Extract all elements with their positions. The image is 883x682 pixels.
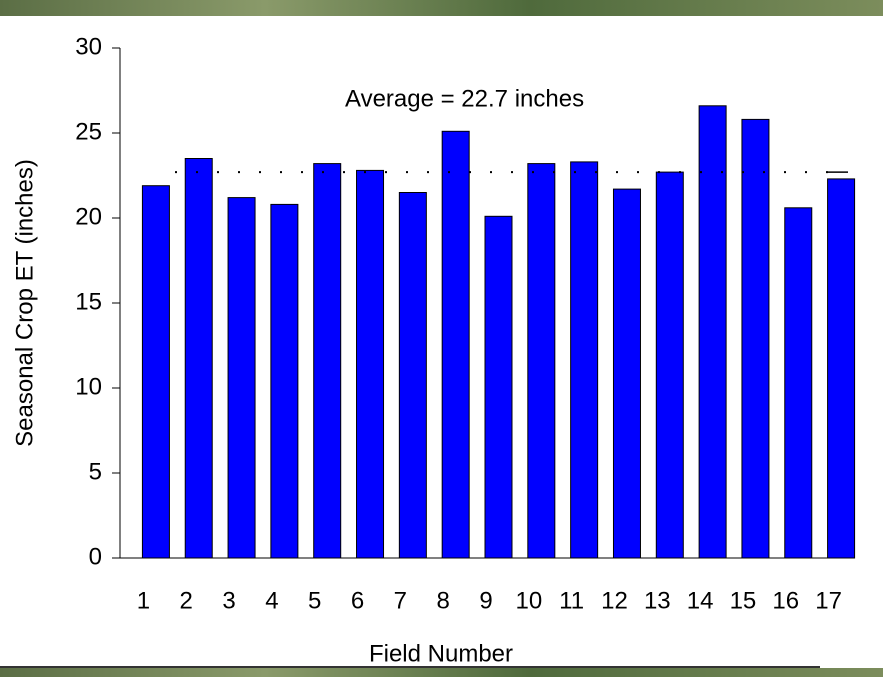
x-tick-label: 10 [515, 587, 542, 614]
bar [784, 207, 813, 559]
y-tick-label: 10 [75, 373, 102, 400]
bar [741, 118, 770, 559]
bar [441, 130, 470, 559]
y-tick-label: 15 [75, 288, 102, 315]
x-tick-label: 6 [351, 587, 364, 614]
x-tick-label: 2 [180, 587, 193, 614]
y-tick-label: 20 [75, 203, 102, 230]
x-tick-label: 1 [137, 587, 150, 614]
x-tick-label: 15 [730, 587, 757, 614]
y-tick-label: 25 [75, 118, 102, 145]
bar [612, 188, 641, 559]
x-tick-label: 14 [687, 587, 714, 614]
x-tick-label: 9 [479, 587, 492, 614]
bar [484, 215, 513, 559]
bar [698, 105, 727, 559]
bar [184, 158, 213, 559]
x-tick-label: 17 [815, 587, 842, 614]
x-tick-label: 8 [436, 587, 449, 614]
x-tick-label: 12 [601, 587, 628, 614]
bar [398, 192, 427, 559]
x-tick-label: 4 [265, 587, 278, 614]
y-axis-label: Seasonal Crop ET (inches) [11, 159, 38, 447]
x-tick-label: 11 [559, 587, 584, 614]
bar [570, 161, 599, 559]
banner-bottom [0, 668, 883, 677]
y-tick-label: 0 [89, 543, 102, 570]
annotation: Average = 22.7 inches [345, 85, 584, 112]
bar [827, 178, 856, 559]
bar [356, 169, 385, 559]
bar [313, 163, 342, 559]
bar [227, 197, 256, 559]
bar [141, 185, 170, 559]
x-tick-label: 3 [222, 587, 235, 614]
y-tick-label: 5 [89, 458, 102, 485]
bar [527, 163, 556, 559]
bar [655, 171, 684, 559]
x-tick-label: 16 [772, 587, 799, 614]
x-axis-label: Field Number [369, 640, 513, 667]
bar [270, 203, 299, 559]
y-tick-label: 30 [75, 33, 102, 60]
x-tick-label: 13 [644, 587, 671, 614]
x-tick-label: 7 [394, 587, 407, 614]
banner-top [0, 0, 883, 16]
x-tick-label: 5 [308, 587, 321, 614]
